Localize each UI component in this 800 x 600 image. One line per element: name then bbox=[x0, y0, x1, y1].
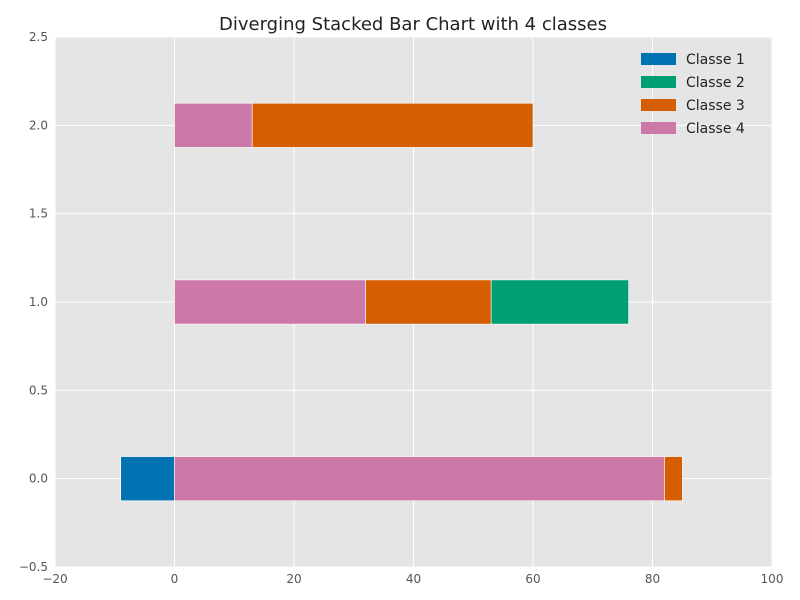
x-tick-label: 100 bbox=[761, 572, 784, 586]
legend-swatch-classe-4 bbox=[641, 122, 676, 134]
x-tick-label: −20 bbox=[42, 572, 67, 586]
bar-classe-4-row-2 bbox=[174, 102, 253, 148]
legend-label: Classe 3 bbox=[686, 98, 745, 114]
legend-swatch-classe-2 bbox=[641, 76, 676, 88]
legend-swatch-classe-1 bbox=[641, 53, 676, 65]
legend-swatch-classe-3 bbox=[641, 99, 676, 111]
x-tick-label: 0 bbox=[171, 572, 179, 586]
y-tick-label: 0.0 bbox=[29, 472, 48, 486]
y-tick-label: 1.0 bbox=[29, 295, 48, 309]
y-tick-label: 0.5 bbox=[29, 383, 48, 397]
bar-classe-3-row-2 bbox=[251, 102, 534, 148]
bar-classe-2-row-1 bbox=[490, 279, 629, 325]
bars bbox=[120, 102, 683, 502]
legend-label: Classe 2 bbox=[686, 75, 745, 91]
bar-classe-4-row-1 bbox=[174, 279, 366, 325]
legend-label: Classe 1 bbox=[686, 52, 745, 68]
y-tick-label: −0.5 bbox=[19, 560, 48, 574]
chart-title: Diverging Stacked Bar Chart with 4 class… bbox=[219, 14, 607, 35]
x-tick-label: 20 bbox=[286, 572, 301, 586]
y-tick-label: 1.5 bbox=[29, 207, 48, 221]
x-tick-label: 60 bbox=[525, 572, 540, 586]
y-tick-label: 2.0 bbox=[29, 118, 48, 132]
bar-classe-3-row-0 bbox=[664, 456, 683, 502]
legend: Classe 1 Classe 2 Classe 3 Classe 4 bbox=[641, 52, 745, 137]
bar-classe-3-row-1 bbox=[365, 279, 492, 325]
bar-classe-1-row-0 bbox=[120, 456, 175, 502]
tick-labels: −20 0 20 40 60 80 100 −0.5 0.0 0.5 1.0 1.5 2.0 2.5 bbox=[19, 30, 784, 586]
y-tick-label: 2.5 bbox=[29, 30, 48, 44]
x-tick-label: 80 bbox=[645, 572, 660, 586]
x-tick-label: 40 bbox=[406, 572, 421, 586]
legend-label: Classe 4 bbox=[686, 121, 745, 137]
bar-classe-4-row-0 bbox=[174, 456, 665, 502]
